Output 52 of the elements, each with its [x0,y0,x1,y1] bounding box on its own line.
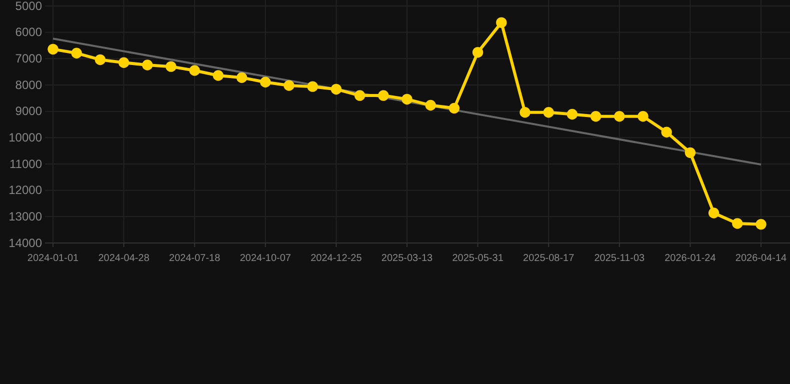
x-tick-label: 2024-07-18 [169,253,221,264]
y-tick-label: 9000 [15,104,42,118]
point [448,102,460,114]
point [354,90,366,101]
point [472,47,484,58]
x-tick-label: 2025-05-31 [452,253,504,264]
point [48,44,58,55]
point [284,80,294,91]
y-tick-label: 13000 [8,210,42,224]
x-tick-label: 2024-04-28 [98,253,150,264]
x-tick-label: 2025-11-03 [594,253,646,264]
point [402,94,412,105]
point [236,72,248,83]
point [638,110,648,122]
point [684,147,696,158]
x-tick-label: 2024-01-01 [27,253,80,264]
point [378,90,389,101]
x-tick-label: 2025-03-13 [381,253,434,264]
point [708,208,720,218]
point [330,84,342,95]
y-tick-label: 12000 [8,183,42,198]
x-tick-label: 2026-01-24 [664,253,716,264]
point [260,76,271,88]
y-tick-label: 14000 [8,236,42,250]
point [520,107,530,118]
point [166,61,176,72]
point [118,57,130,68]
point [425,100,436,111]
point [496,17,507,28]
y-tick-label: 6000 [15,25,42,40]
y-tick-label: 10000 [8,130,42,145]
point [732,218,743,229]
point [94,54,106,66]
point [142,60,153,70]
x-tick-label: 2025-08-17 [523,253,575,264]
y-tick-label: 5000 [15,0,42,13]
point [307,81,318,92]
point [212,70,224,81]
point [543,107,554,118]
x-tick-label: 2024-12-25 [310,253,362,264]
point [661,126,672,138]
point [566,108,578,120]
point [614,110,625,122]
x-tick-label: 2024-10-07 [240,253,292,264]
point [756,218,766,230]
point [590,110,602,122]
point [189,65,200,76]
y-tick-label: 11000 [10,156,42,171]
y-tick-label: 8000 [15,78,42,92]
point [71,48,82,58]
y-tick-label: 7000 [15,52,42,66]
x-tick-label: 2026-04-14 [735,253,788,264]
